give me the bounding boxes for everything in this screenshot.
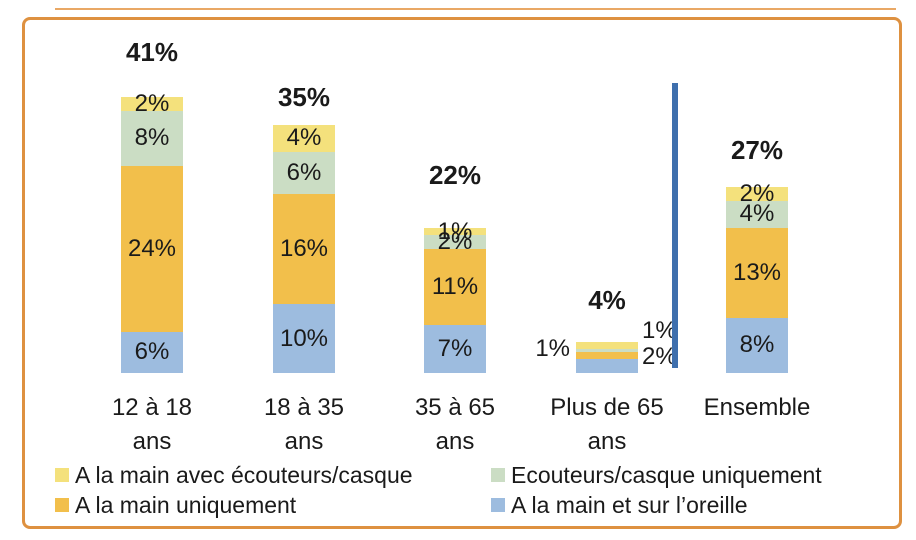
category-label-line: ans <box>284 428 324 455</box>
legend-swatch-blue <box>491 498 505 512</box>
segment-main-et-oreille: 7% <box>424 324 486 373</box>
chart-frame-border <box>22 17 902 529</box>
legend-swatch-green <box>491 468 505 482</box>
top-rule <box>55 8 896 10</box>
legend-item-ecouteurs-uniquement: Ecouteurs/casque uniquement <box>491 461 822 489</box>
segment-value-label: 2% <box>642 343 677 370</box>
category-label-line: 35 à 65 <box>414 394 496 421</box>
segment-value-label: 6% <box>134 338 170 366</box>
segment-value-label: 1% <box>535 335 570 362</box>
segment-value-label: 1% <box>437 217 473 245</box>
category-label-line: 18 à 35 <box>263 394 345 421</box>
segment-value-label: 4% <box>739 200 775 228</box>
segment-ecouteurs-uniquement: 2% <box>424 229 486 253</box>
legend-item-main-avec-ecouteurs: A la main avec écouteurs/casque <box>55 461 413 489</box>
category-label: 12 à 18 ans <box>62 391 242 459</box>
category-label-line: ans <box>587 428 627 455</box>
legend-label: A la main et sur l’oreille <box>511 491 748 518</box>
segment-value-label: 2% <box>134 89 170 117</box>
segment-main-avec-ecouteurs: 2% <box>726 181 788 205</box>
category-label: 35 à 65 ans <box>365 391 545 459</box>
segment-value-label: 4% <box>286 124 322 152</box>
segment-main-uniquement: 11% <box>424 248 486 325</box>
segment-main-et-oreille: 8% <box>726 317 788 373</box>
bar-3: 1% 2% 11% 7% <box>424 219 486 373</box>
category-label: Ensemble <box>667 391 847 425</box>
segment-main-uniquement: 16% <box>273 193 335 304</box>
total-label: 4% <box>588 285 626 315</box>
segment-value-label: 10% <box>279 324 329 352</box>
segment-value-label: 2% <box>739 179 775 207</box>
segment-main-avec-ecouteurs: 4% <box>273 124 335 153</box>
segment-value-label: 7% <box>437 334 473 362</box>
category-label: Plus de 65 ans <box>517 391 697 459</box>
segment-value-label: 1% <box>642 317 677 344</box>
bar-2: 4% 6% 16% 10% <box>273 124 335 373</box>
bar-1: 2% 8% 24% 6% <box>121 91 183 373</box>
ensemble-divider-line <box>672 83 678 368</box>
category-label-line: ans <box>435 428 475 455</box>
total-label: 27% <box>730 135 784 165</box>
legend-label: A la main avec écouteurs/casque <box>75 461 413 488</box>
bar-5: 2% 4% 13% 8% <box>726 181 788 373</box>
legend-label: Ecouteurs/casque uniquement <box>511 461 822 488</box>
category-label: 18 à 35 ans <box>214 391 394 459</box>
category-label-line: ans <box>132 428 172 455</box>
segment-ecouteurs-uniquement: 4% <box>726 200 788 229</box>
total-label: 41% <box>125 37 179 67</box>
legend-swatch-orange <box>55 498 69 512</box>
segment-ecouteurs-uniquement: 8% <box>121 110 183 167</box>
total-label: 22% <box>428 160 482 190</box>
legend-item-main-uniquement: A la main uniquement <box>55 491 296 519</box>
segment-value-label: 8% <box>134 124 170 152</box>
segment-value-label: 2% <box>437 227 473 255</box>
segment-value-label: 13% <box>732 258 782 286</box>
segment-value-label: 11% <box>431 272 479 300</box>
bar-4 <box>576 341 638 373</box>
segment-ecouteurs-uniquement: 6% <box>273 152 335 194</box>
category-label-line: 12 à 18 <box>111 394 193 421</box>
legend-item-main-et-oreille: A la main et sur l’oreille <box>491 491 748 519</box>
legend-swatch-yellow <box>55 468 69 482</box>
segment-main-avec-ecouteurs: 1% <box>424 219 486 243</box>
segment-value-label: 24% <box>127 234 177 262</box>
segment-main-uniquement: 13% <box>726 228 788 318</box>
segment-main-avec-ecouteurs: 2% <box>121 91 183 115</box>
total-label: 35% <box>277 82 331 112</box>
segment-value-label: 16% <box>279 234 329 262</box>
legend-label: A la main uniquement <box>75 491 297 518</box>
segment-value-label: 6% <box>286 158 322 186</box>
segment-main-avec-ecouteurs <box>576 341 638 349</box>
segment-ecouteurs-uniquement <box>576 348 638 353</box>
category-label-line: Ensemble <box>703 394 811 421</box>
segment-main-et-oreille: 6% <box>121 331 183 373</box>
segment-main-et-oreille: 10% <box>273 304 335 373</box>
segment-value-label: 8% <box>739 331 775 359</box>
segment-main-et-oreille <box>576 359 638 373</box>
segment-main-uniquement <box>576 352 638 360</box>
category-label-line: Plus de 65 <box>550 394 664 421</box>
segment-main-uniquement: 24% <box>121 166 183 332</box>
